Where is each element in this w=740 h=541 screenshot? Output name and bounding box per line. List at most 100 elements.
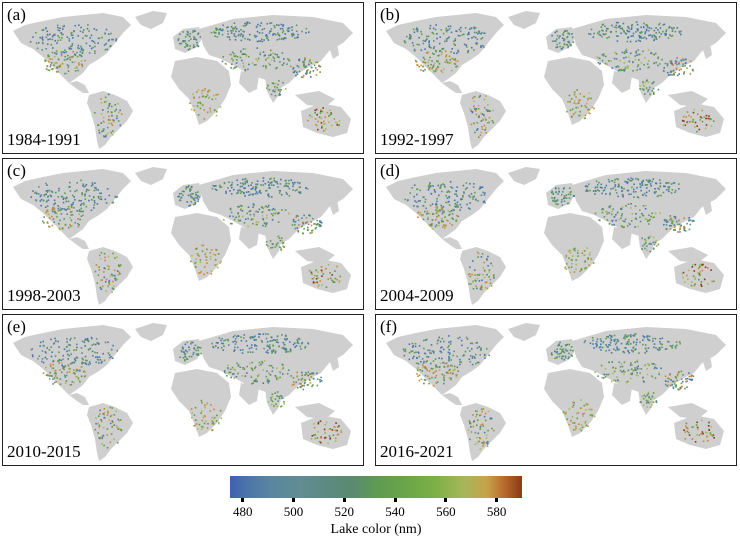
lake-dot [710, 118, 712, 120]
lake-dot [562, 33, 564, 35]
lake-dot [64, 198, 67, 200]
lake-dot [404, 198, 406, 201]
lake-dot [229, 222, 232, 225]
lake-dot [98, 129, 100, 132]
lake-dot [63, 374, 66, 377]
lake-dot [663, 23, 666, 26]
lake-dot [235, 341, 238, 343]
legend-title: Lake color (nm) [330, 522, 422, 537]
lake-dot [108, 39, 110, 41]
lake-dot [619, 25, 622, 28]
lake-dot [483, 415, 486, 418]
lake-dot [233, 349, 236, 351]
lake-dot [318, 223, 321, 226]
lake-dot [297, 33, 299, 36]
lake-dot [480, 131, 482, 134]
lake-dot [448, 204, 451, 206]
lake-dot [463, 354, 465, 357]
lake-dot [623, 373, 625, 376]
lake-dot [602, 377, 605, 379]
lake-dot [249, 362, 251, 365]
lake-dot [297, 66, 300, 68]
lake-dot [439, 187, 441, 189]
lake-dot [573, 92, 576, 94]
lake-dot [474, 356, 476, 359]
lake-dot [443, 376, 445, 379]
lake-dot [635, 40, 637, 43]
lake-dot [73, 361, 76, 364]
lake-dot [66, 338, 68, 340]
lake-dot [237, 34, 240, 37]
lake-dot [244, 37, 246, 40]
lake-dot [688, 375, 691, 378]
lake-dot [644, 93, 646, 95]
lake-dot [230, 30, 232, 32]
lake-dot [485, 127, 487, 129]
lake-dot [93, 204, 95, 206]
lake-dot [241, 352, 244, 354]
lake-dot [268, 344, 271, 346]
lake-dot [432, 32, 435, 35]
lake-dot [292, 185, 294, 188]
lake-dot [242, 48, 245, 50]
lake-dot [242, 182, 244, 184]
lake-dot [627, 65, 629, 68]
lake-dot [47, 54, 49, 56]
lake-dot [259, 53, 261, 56]
lake-dot [335, 121, 337, 124]
lake-dot [663, 70, 665, 73]
lake-dot [264, 54, 266, 56]
lake-dot [76, 189, 78, 192]
lake-dot [192, 341, 194, 344]
lake-dot [315, 74, 318, 76]
lake-dot [429, 24, 432, 27]
world-map [386, 323, 726, 461]
lake-dot [556, 30, 558, 33]
lake-dot [436, 207, 438, 209]
lake-dot [97, 195, 100, 198]
lake-dot [275, 67, 277, 70]
lake-dot [251, 344, 253, 346]
lake-dot [115, 38, 118, 40]
lake-dot [705, 124, 708, 126]
lake-dot [701, 120, 704, 123]
lake-dot [274, 375, 277, 377]
lake-dot [270, 196, 273, 198]
lake-dot [485, 131, 487, 134]
lake-dot [266, 344, 268, 347]
lake-dot [115, 196, 117, 198]
lake-dot [422, 42, 425, 45]
lake-dot [573, 100, 576, 102]
lake-dot [484, 129, 486, 131]
lake-dot [438, 369, 441, 371]
lake-dot [707, 283, 709, 285]
lake-dot [480, 348, 482, 350]
lake-dot [294, 220, 297, 223]
lake-dot [312, 281, 315, 283]
lake-dot [447, 372, 449, 374]
lake-dot [680, 30, 682, 33]
lake-dot [633, 335, 636, 337]
lake-dot [232, 59, 234, 62]
lake-dot [255, 379, 258, 381]
lake-dot [633, 196, 635, 198]
lake-dot [44, 60, 47, 62]
lake-dot [653, 216, 655, 218]
lake-dot [194, 262, 196, 265]
lake-dot [443, 382, 445, 385]
lake-dot [608, 205, 610, 208]
lake-dot [475, 362, 477, 365]
lake-dot [567, 32, 569, 35]
lake-dot [243, 192, 245, 195]
lake-dot [431, 376, 433, 379]
lake-dot [430, 224, 433, 227]
lake-dot [277, 32, 279, 35]
lake-dot [181, 346, 184, 348]
lake-dot [448, 369, 450, 372]
lake-dot [110, 105, 113, 108]
lake-dot [481, 31, 483, 34]
lake-dot [627, 30, 629, 33]
lake-dot [57, 360, 59, 362]
lake-dot [594, 193, 596, 195]
lake-dot [67, 57, 69, 60]
